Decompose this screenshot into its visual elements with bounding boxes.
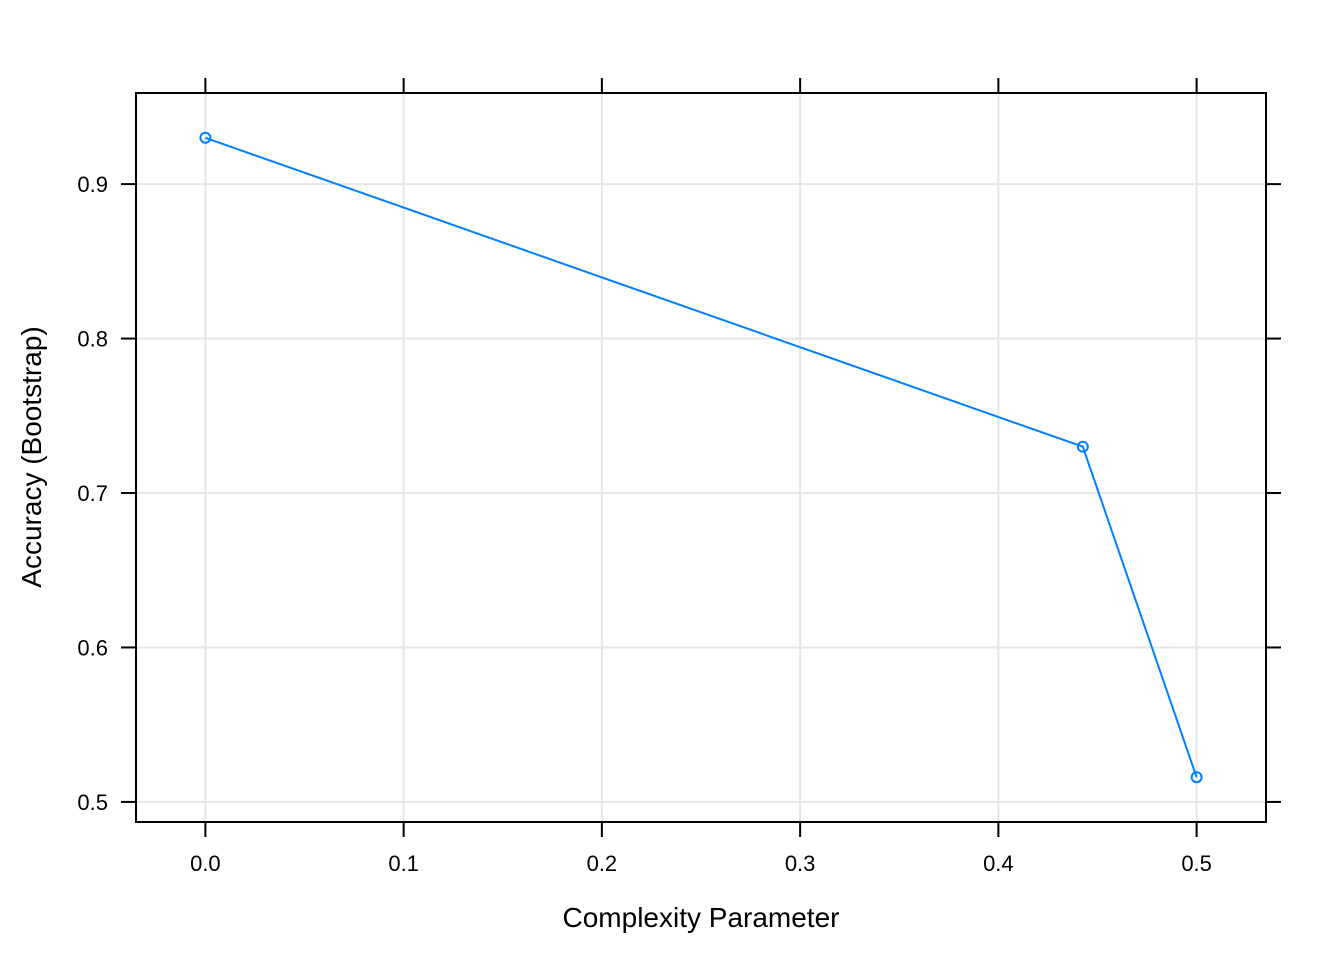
label-layer: 0.0 0.1 0.2 0.3 0.4 0.5 0.5 0.6 0.7 0.8 0.9 — [77, 172, 1212, 876]
x-axis-title: Complexity Parameter — [563, 902, 840, 933]
y-tick-label: 0.9 — [77, 172, 108, 197]
x-tick-label: 0.1 — [388, 851, 419, 876]
series-line — [205, 136, 1198, 778]
grid-layer — [136, 93, 1266, 822]
tick-layer — [121, 78, 1281, 837]
y-tick-label: 0.5 — [77, 790, 108, 815]
y-tick-label: 0.8 — [77, 327, 108, 352]
y-axis-title: Accuracy (Bootstrap) — [16, 326, 47, 587]
data-point — [1190, 771, 1203, 784]
plot-frame — [135, 92, 1267, 823]
x-tick-label: 0.3 — [785, 851, 816, 876]
x-tick-label: 0.4 — [983, 851, 1014, 876]
x-tick-label: 0.5 — [1181, 851, 1212, 876]
x-tick-label: 0.2 — [587, 851, 618, 876]
y-tick-label: 0.6 — [77, 635, 108, 660]
y-tick-label: 0.7 — [77, 481, 108, 506]
x-tick-label: 0.0 — [190, 851, 221, 876]
data-point — [199, 131, 212, 144]
series-layer — [199, 131, 1203, 784]
data-point — [1076, 440, 1089, 453]
